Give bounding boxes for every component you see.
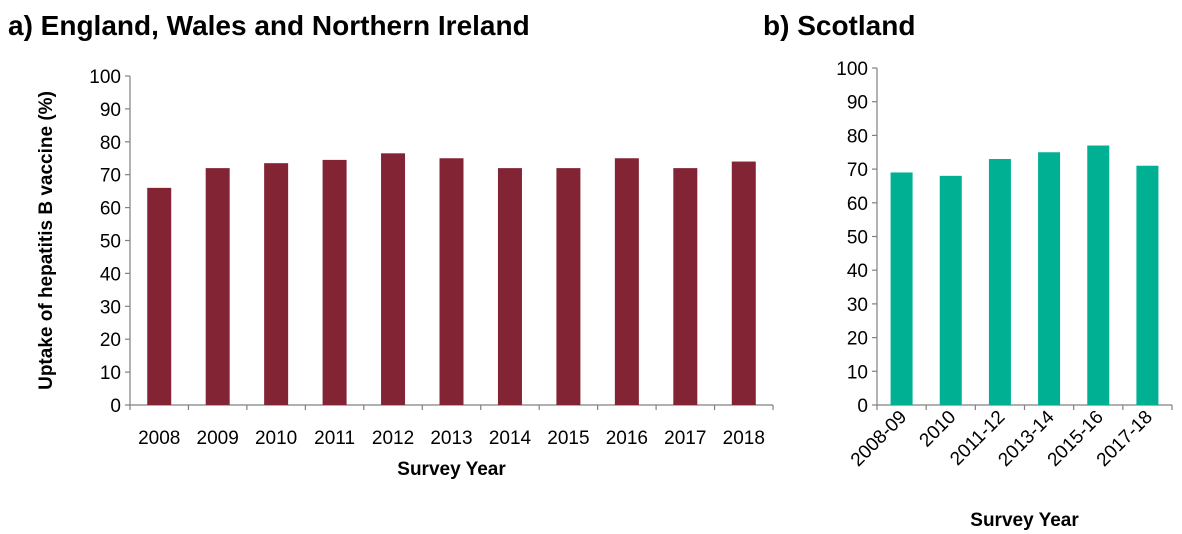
x-tick-label: 2014 <box>489 428 532 449</box>
bar-2013 <box>439 158 464 405</box>
y-tick-label: 0 <box>110 396 121 417</box>
y-tick-label: 40 <box>100 264 121 285</box>
bar-2013-14 <box>1038 152 1061 405</box>
y-tick-label: 30 <box>847 295 868 316</box>
bar-2008 <box>147 187 172 405</box>
y-tick-label: 100 <box>836 59 868 80</box>
y-tick-label: 50 <box>847 228 868 249</box>
y-tick-label: 10 <box>100 363 121 384</box>
bar-2009 <box>205 168 230 405</box>
y-tick-label: 100 <box>89 67 121 88</box>
x-tick-label: 2012 <box>372 428 414 449</box>
x-tick-label: 2010 <box>255 428 297 449</box>
y-tick-label: 20 <box>100 330 121 351</box>
bar-2014 <box>497 168 522 405</box>
x-tick-label: 2009 <box>197 428 239 449</box>
x-tick-label: 2008 <box>138 428 180 449</box>
x-tick-label: 2015 <box>547 428 589 449</box>
y-tick-label: 90 <box>100 100 121 121</box>
bar-2011 <box>322 159 347 405</box>
y-tick-label: 80 <box>100 133 121 154</box>
y-axis-title: Uptake of hepatitis B vaccine (%) <box>36 91 57 390</box>
bar-2015-16 <box>1087 145 1110 405</box>
bar-2017 <box>673 168 698 405</box>
bar-2017-18 <box>1136 165 1159 405</box>
chart-a: 0 10 20 30 40 50 60 70 80 90 100 2008 2009 2010 2011 20… <box>36 67 774 480</box>
y-tick-label: 50 <box>100 232 121 253</box>
x-axis-title: Survey Year <box>397 459 506 480</box>
x-axis-title: Survey Year <box>970 510 1079 531</box>
bar-2015 <box>556 168 581 405</box>
x-tick-label: 2010 <box>916 407 961 452</box>
bar-2008-09 <box>890 172 913 405</box>
y-tick-label: 40 <box>847 261 868 282</box>
y-tick-label: 90 <box>847 93 868 114</box>
bar-2011-12 <box>988 158 1011 405</box>
x-tick-label: 2011 <box>314 428 355 449</box>
y-tick-label: 20 <box>847 329 868 350</box>
bar-2016 <box>614 158 639 405</box>
chart-b-title: b) Scotland <box>763 10 916 41</box>
chart-a-title: a) England, Wales and Northern Ireland <box>8 10 530 41</box>
x-tick-label: 2018 <box>723 428 765 449</box>
bar-2018 <box>731 161 756 405</box>
y-tick-label: 60 <box>100 199 121 220</box>
x-tick-label: 2016 <box>606 428 648 449</box>
x-tick-label: 2013 <box>430 428 472 449</box>
y-tick-label: 70 <box>847 160 868 181</box>
bar-2010 <box>264 163 289 405</box>
y-tick-label: 30 <box>100 297 121 318</box>
x-tick-label: 2017 <box>664 428 706 449</box>
bar-2012 <box>381 153 406 405</box>
bar-2010 <box>939 175 962 405</box>
y-tick-label: 60 <box>847 194 868 215</box>
y-tick-label: 0 <box>857 396 868 417</box>
y-tick-label: 70 <box>100 166 121 187</box>
y-tick-label: 80 <box>847 126 868 147</box>
y-tick-label: 10 <box>847 362 868 383</box>
